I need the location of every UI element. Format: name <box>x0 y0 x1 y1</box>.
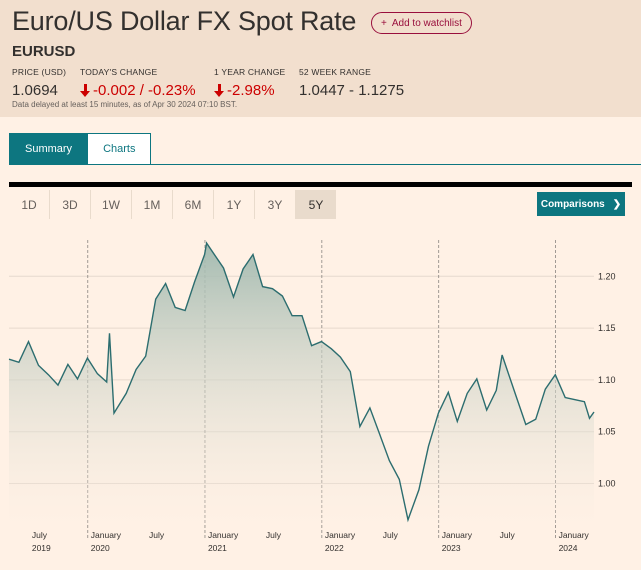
x-year-label: 2023 <box>442 543 461 553</box>
y-tick-label: 1.20 <box>598 271 616 281</box>
x-year-label: 2019 <box>32 543 51 553</box>
y-tick-label: 1.10 <box>598 375 616 385</box>
price-area <box>9 243 594 525</box>
year-change-label: 1 YEAR CHANGE <box>214 67 286 77</box>
price-chart[interactable]: 1.20 1.15 1.10 1.05 1.00 July January July Janu… <box>0 240 641 570</box>
price-label: PRICE (USD) <box>12 67 67 77</box>
x-tick-label: July <box>383 530 399 540</box>
range-divider <box>131 190 132 219</box>
range-selector: 1D 3D 1W 1M 6M 1Y 3Y 5Y <box>9 190 336 219</box>
y-tick-label: 1.05 <box>598 427 616 437</box>
range-divider <box>172 190 173 219</box>
range-1w[interactable]: 1W <box>102 197 120 212</box>
x-year-label: 2020 <box>91 543 110 553</box>
add-to-watchlist-label: Add to watchlist <box>391 17 462 29</box>
data-delay-note: Data delayed at least 15 minutes, as of … <box>12 100 238 109</box>
quote-tabs: Summary Charts <box>9 133 152 165</box>
todays-change-value: -0.002 / -0.23% <box>80 82 196 99</box>
x-tick-label: January <box>559 530 590 540</box>
x-year-label: 2024 <box>559 543 578 553</box>
y-tick-label: 1.00 <box>598 479 616 489</box>
x-year-label: 2021 <box>208 543 227 553</box>
range-5y[interactable]: 5Y <box>296 190 336 219</box>
tab-summary[interactable]: Summary <box>9 133 89 165</box>
range-divider <box>295 190 296 219</box>
arrow-down-icon <box>80 83 90 98</box>
range-1m[interactable]: 1M <box>143 197 161 212</box>
quote-header: Euro/US Dollar FX Spot Rate + Add to wat… <box>0 0 641 117</box>
range-1y[interactable]: 1Y <box>226 197 242 212</box>
chevron-right-icon: ❯ <box>612 198 622 210</box>
price-line <box>8 241 595 523</box>
comparisons-label: Comparisons <box>540 198 605 210</box>
week-range-value: 1.0447 - 1.1275 <box>299 82 405 99</box>
x-tick-label: January <box>442 530 473 540</box>
x-tick-label: January <box>91 530 122 540</box>
todays-change-label: TODAY'S CHANGE <box>80 67 158 77</box>
x-year-label: 2022 <box>325 543 344 553</box>
y-tick-label: 1.15 <box>598 323 616 333</box>
range-1d[interactable]: 1D <box>21 197 37 212</box>
symbol: EURUSD <box>12 43 76 60</box>
x-tick-label: July <box>266 530 282 540</box>
price-value: 1.0694 <box>12 82 58 99</box>
x-tick-label: January <box>208 530 239 540</box>
arrow-down-icon <box>214 83 224 98</box>
comparisons-button[interactable]: Comparisons ❯ <box>537 192 625 216</box>
year-change-value: -2.98% <box>214 82 275 99</box>
chart-top-bar <box>9 182 632 187</box>
page-title: Euro/US Dollar FX Spot Rate <box>12 6 357 36</box>
tab-underline <box>9 164 641 165</box>
range-divider <box>90 190 91 219</box>
range-3d[interactable]: 3D <box>62 197 78 212</box>
range-divider <box>213 190 214 219</box>
week-range-label: 52 WEEK RANGE <box>299 67 372 77</box>
plus-icon: + <box>381 17 387 29</box>
x-tick-label: July <box>500 530 516 540</box>
tab-charts[interactable]: Charts <box>88 133 152 165</box>
x-tick-label: July <box>149 530 165 540</box>
x-tick-label: July <box>32 530 48 540</box>
range-6m[interactable]: 6M <box>184 197 202 212</box>
range-3y[interactable]: 3Y <box>267 197 283 212</box>
x-tick-label: January <box>325 530 356 540</box>
range-divider <box>254 190 255 219</box>
add-to-watchlist-button[interactable]: + Add to watchlist <box>371 12 472 34</box>
range-divider <box>49 190 50 219</box>
